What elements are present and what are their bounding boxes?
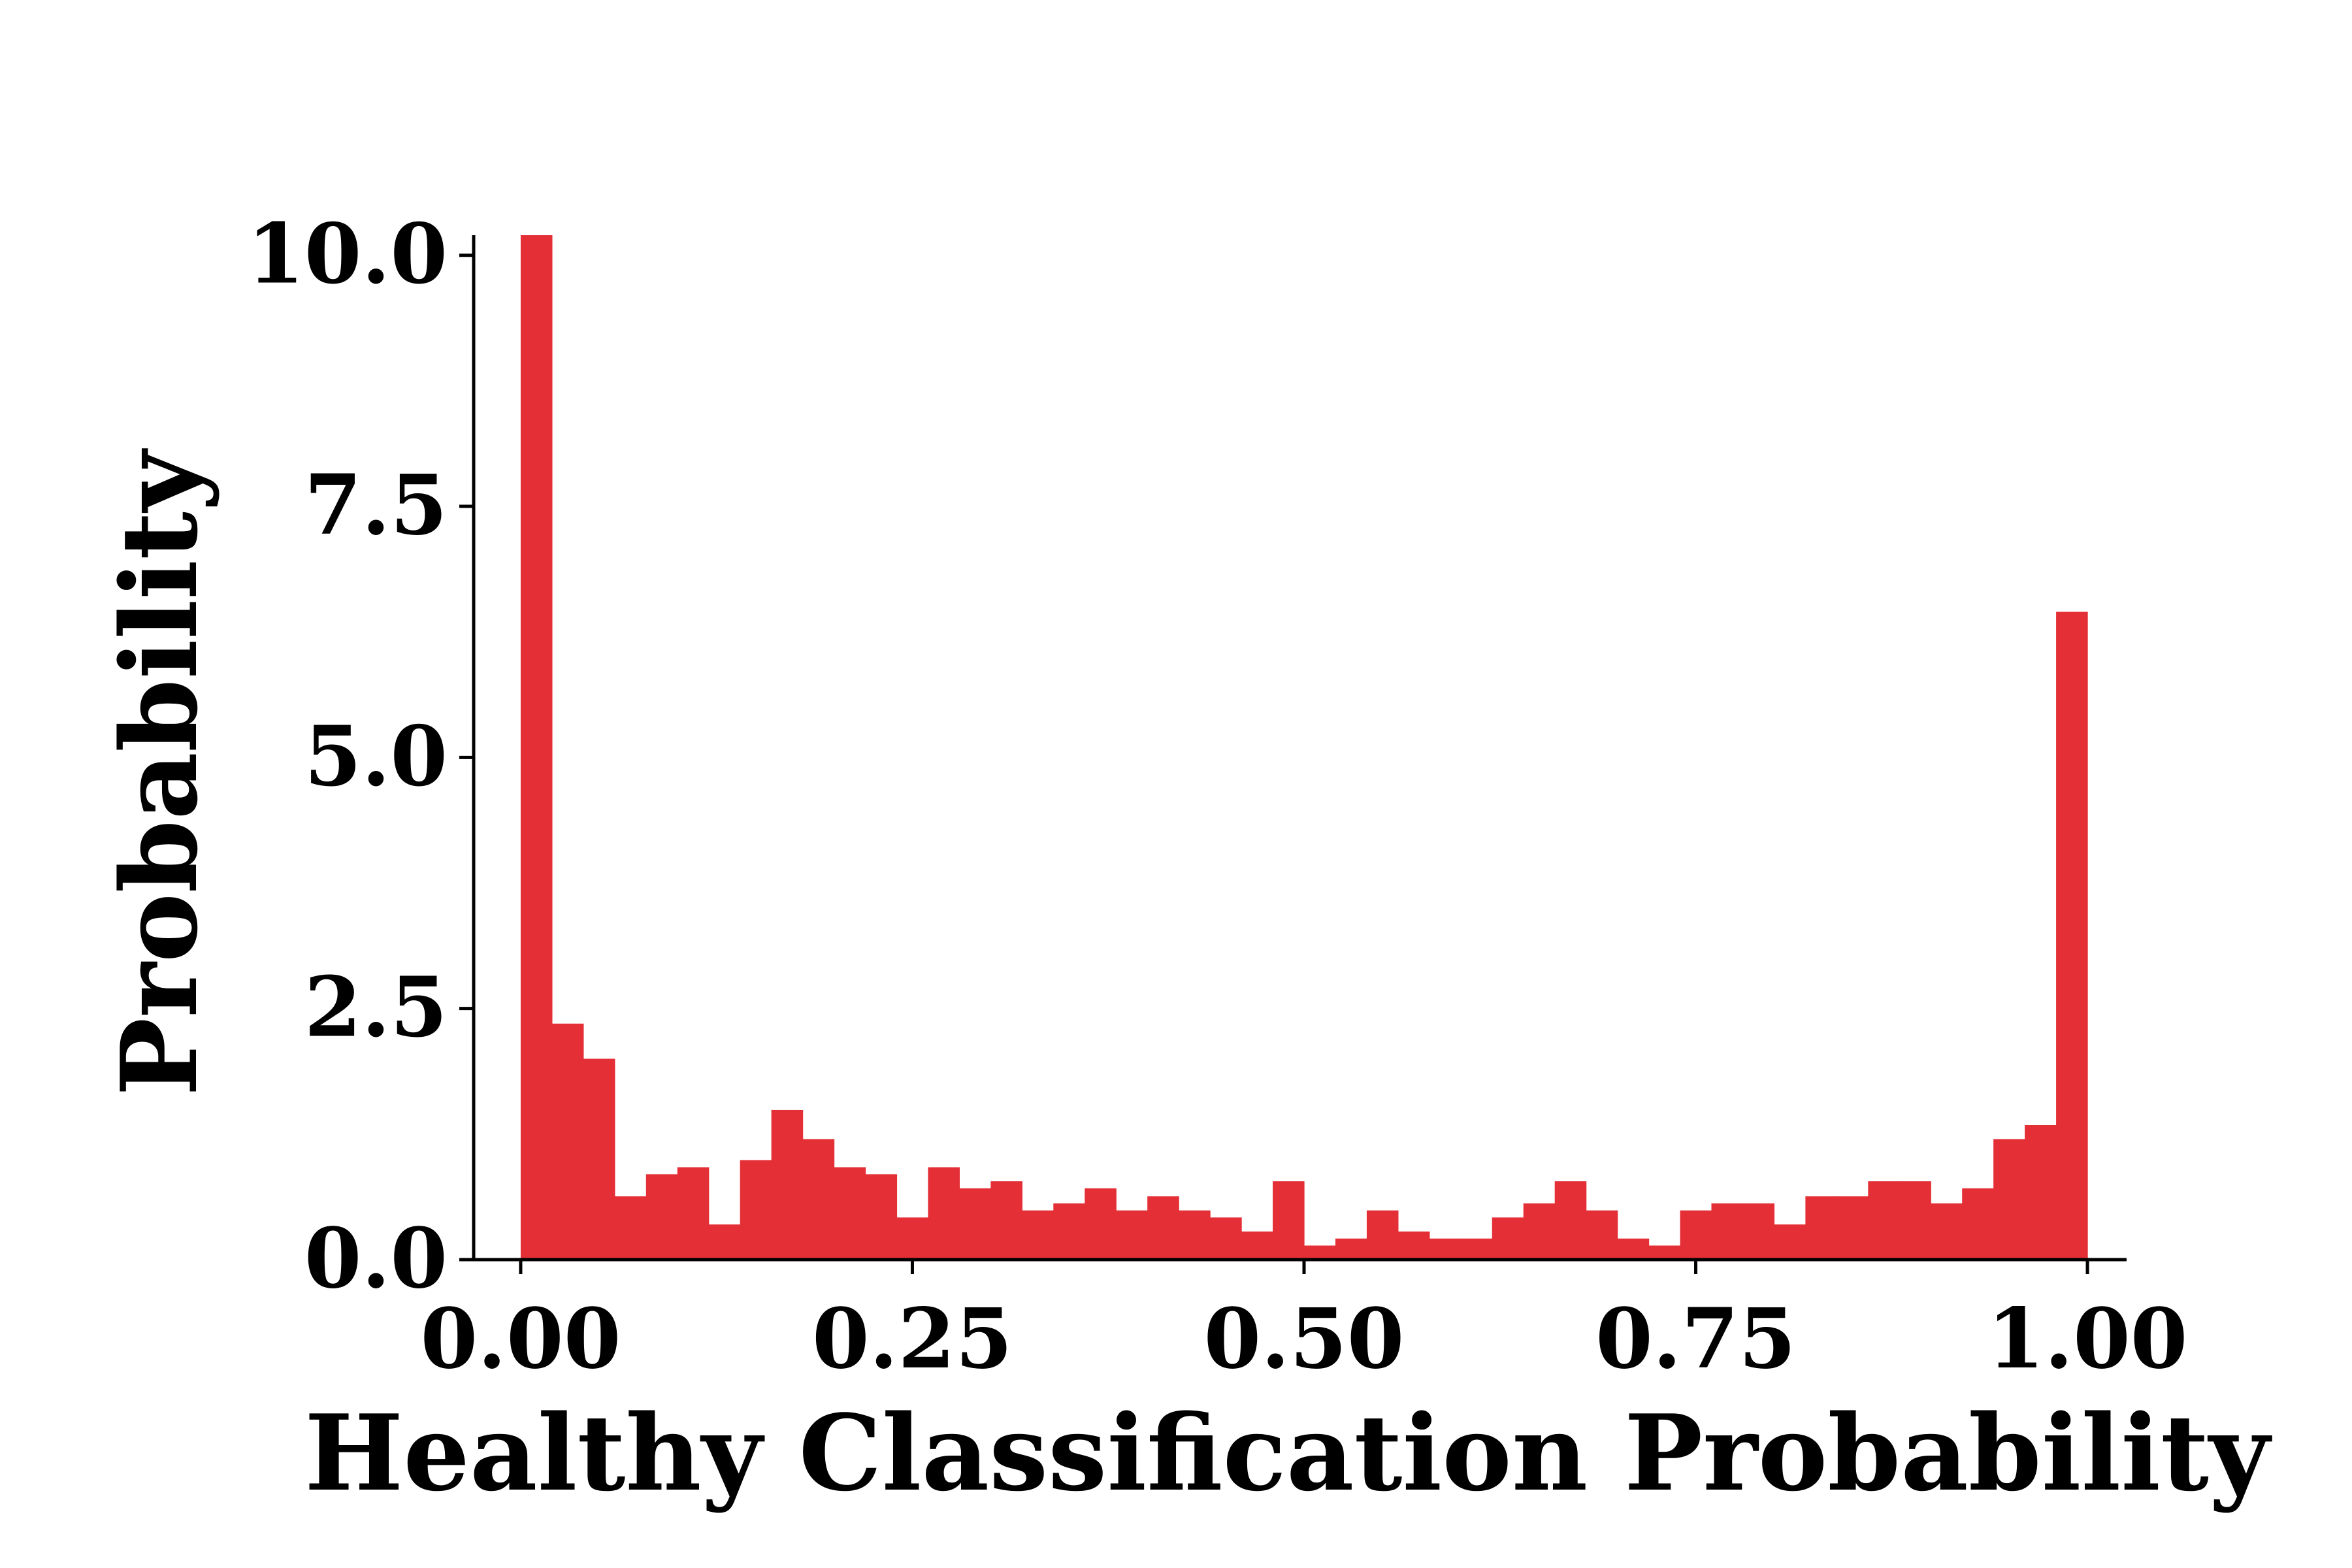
histogram-bar <box>1554 1181 1587 1260</box>
histogram-bar <box>1303 1245 1336 1260</box>
histogram-bar <box>1273 1181 1305 1260</box>
x-ticks: 0.00 0.25 0.50 0.75 1.00 <box>420 1260 2187 1387</box>
histogram-bar <box>1617 1238 1650 1260</box>
histogram-bars <box>520 235 2088 1260</box>
histogram-bar <box>1492 1217 1524 1260</box>
x-tick-label: 1.00 <box>1987 1290 2188 1387</box>
histogram-bar <box>551 1023 584 1260</box>
y-ticks: 0.0 2.5 5.0 7.5 10.0 <box>247 206 474 1307</box>
histogram-bar <box>1805 1196 1837 1260</box>
histogram-bar <box>1116 1210 1148 1260</box>
histogram-bar <box>928 1167 960 1260</box>
x-axis-title: Healthy Classification Probability <box>304 1392 2272 1514</box>
histogram-bar <box>1742 1203 1775 1260</box>
histogram-bar <box>802 1139 835 1260</box>
histogram-bar <box>1711 1203 1744 1260</box>
x-tick-label: 0.25 <box>812 1290 1013 1387</box>
y-tick-label: 2.5 <box>304 959 448 1056</box>
histogram-bar <box>1147 1196 1179 1260</box>
histogram-bar <box>834 1167 866 1260</box>
histogram-bar <box>1774 1224 1806 1260</box>
x-tick-label: 0.75 <box>1595 1290 1796 1387</box>
histogram-bar <box>1586 1210 1618 1260</box>
histogram-bar <box>708 1224 741 1260</box>
histogram-bar <box>1429 1238 1462 1260</box>
histogram-bar <box>1962 1188 1994 1260</box>
histogram-bar <box>520 235 553 1260</box>
histogram-bar <box>1241 1231 1273 1260</box>
histogram-bar <box>677 1167 710 1260</box>
y-tick-label: 7.5 <box>304 457 448 553</box>
histogram-bar <box>1680 1210 1712 1260</box>
x-tick-label: 0.50 <box>1204 1290 1405 1387</box>
histogram-bar <box>645 1174 678 1260</box>
histogram-bar <box>583 1058 615 1260</box>
histogram-bar <box>1523 1203 1556 1260</box>
axes <box>472 235 2127 1262</box>
y-tick-label: 5.0 <box>304 708 448 804</box>
y-tick-label: 10.0 <box>247 206 448 302</box>
histogram-bar <box>2056 612 2088 1260</box>
histogram-bar <box>1931 1203 1963 1260</box>
histogram-bar <box>865 1174 898 1260</box>
histogram-bar <box>1335 1238 1367 1260</box>
histogram-bar <box>1022 1210 1054 1260</box>
x-tick-label: 0.00 <box>420 1290 621 1387</box>
histogram-bar <box>740 1160 772 1260</box>
histogram-bar <box>990 1181 1022 1260</box>
histogram-bar <box>771 1109 804 1260</box>
histogram-bar <box>1085 1188 1117 1260</box>
histogram-bar <box>2025 1125 2057 1260</box>
histogram-bar <box>1837 1196 1869 1260</box>
histogram-bar <box>1053 1203 1085 1260</box>
histogram-bar <box>1868 1181 1900 1260</box>
histogram-bar <box>896 1217 929 1260</box>
histogram-bar <box>1648 1245 1681 1260</box>
histogram-bar <box>1210 1217 1242 1260</box>
histogram-bar <box>1899 1181 1931 1260</box>
histogram-bar <box>1179 1210 1211 1260</box>
y-axis-title: Probability <box>98 448 221 1096</box>
histogram-bar <box>959 1188 991 1260</box>
histogram-bar <box>1397 1231 1430 1260</box>
histogram-bar <box>1993 1139 2025 1260</box>
histogram-bar <box>1460 1238 1493 1260</box>
histogram-bar <box>1366 1210 1399 1260</box>
y-tick-label: 0.0 <box>304 1210 448 1307</box>
histogram-bar <box>614 1196 647 1260</box>
